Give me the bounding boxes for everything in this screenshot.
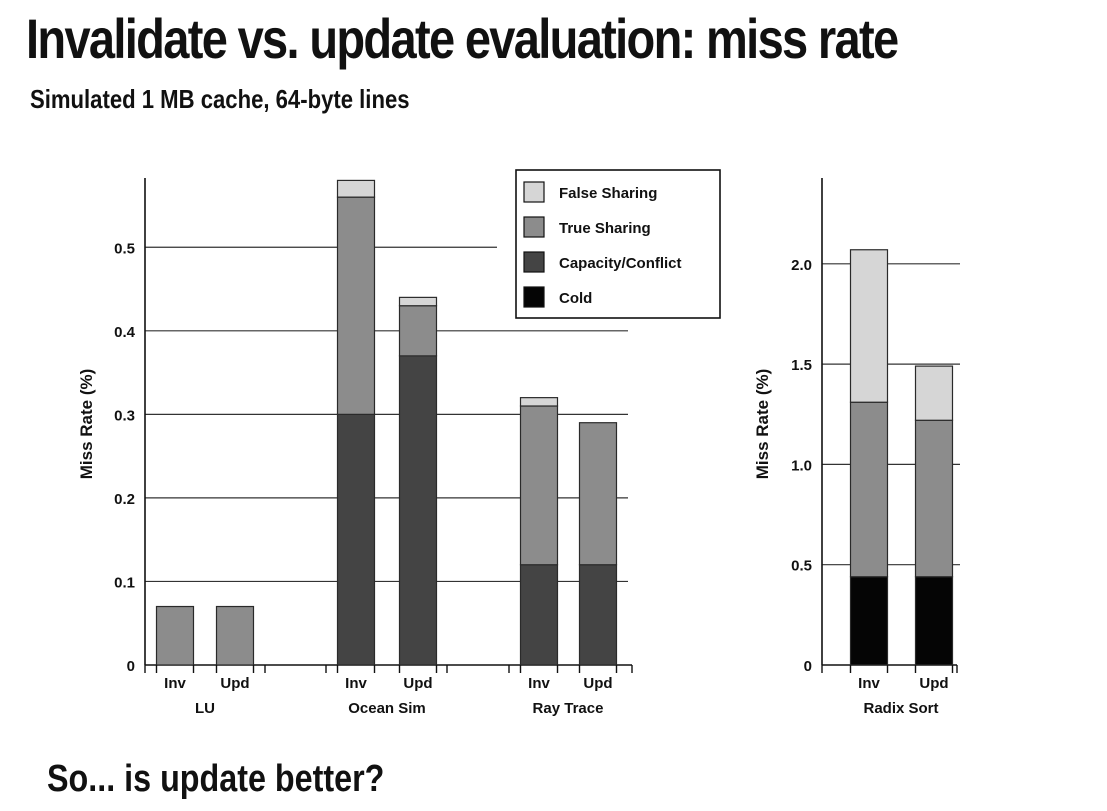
slide-title: Invalidate vs. update evaluation: miss r… — [26, 7, 899, 70]
x-category-label: Upd — [220, 675, 249, 692]
y-tick-label: 0 — [804, 658, 812, 675]
x-category-label: Inv — [528, 675, 550, 692]
bar-segment-true-sharing — [215, 605, 255, 666]
x-group-label: Ray Trace — [533, 700, 604, 717]
y-tick-label: 0.5 — [791, 558, 812, 575]
legend-label: Capacity/Conflict — [559, 255, 682, 272]
y-tick-label: 0 — [127, 658, 135, 675]
y-tick-label: 0.5 — [114, 240, 135, 257]
bar-segment-false-sharing — [914, 365, 954, 421]
x-category-label: Inv — [164, 675, 186, 692]
legend-label: Cold — [559, 290, 592, 307]
x-category-label: Upd — [583, 675, 612, 692]
legend-box — [515, 169, 721, 319]
y-tick-label: 0.4 — [114, 324, 136, 341]
bar-segment-true-sharing — [578, 422, 618, 566]
bar-segment-true-sharing — [519, 405, 559, 566]
bar-segment-true-sharing — [398, 305, 438, 357]
y-axis-label: Miss Rate (%) — [77, 369, 96, 480]
x-category-label: Upd — [919, 675, 948, 692]
legend-swatch — [523, 181, 545, 203]
x-category-label: Inv — [858, 675, 880, 692]
bar-segment-false-sharing — [398, 296, 438, 307]
y-axis-label: Miss Rate (%) — [753, 369, 772, 480]
bar-segment-capacity-conflict — [336, 413, 376, 666]
y-tick-label: 0.2 — [114, 491, 135, 508]
slide-subtitle: Simulated 1 MB cache, 64-byte lines — [30, 84, 410, 114]
bar-segment-true-sharing — [849, 401, 889, 578]
x-category-label: Upd — [403, 675, 432, 692]
legend-swatch — [523, 251, 545, 273]
bar-segment-capacity-conflict — [578, 564, 618, 666]
bar-segment-capacity-conflict — [398, 355, 438, 666]
y-tick-label: 0.1 — [114, 574, 135, 591]
bar-segment-false-sharing — [519, 397, 559, 407]
y-tick-label: 0.3 — [114, 407, 135, 424]
closing-question: So... is update better? — [47, 758, 385, 800]
bar-segment-capacity-conflict — [519, 564, 559, 666]
bar-segment-cold — [849, 576, 889, 666]
bar-segment-false-sharing — [849, 249, 889, 403]
x-group-label: LU — [195, 700, 215, 717]
x-category-label: Inv — [345, 675, 367, 692]
legend-label: False Sharing — [559, 185, 657, 202]
bar-segment-true-sharing — [155, 605, 195, 666]
bar-segment-true-sharing — [914, 419, 954, 578]
bar-segment-true-sharing — [336, 196, 376, 415]
bar-segment-false-sharing — [336, 179, 376, 198]
bar-segment-cold — [914, 576, 954, 666]
x-group-label: Radix Sort — [863, 700, 938, 717]
x-group-label: Ocean Sim — [348, 700, 426, 717]
legend-label: True Sharing — [559, 220, 651, 237]
y-tick-label: 1.0 — [791, 457, 812, 474]
legend-swatch — [523, 216, 545, 238]
y-tick-label: 2.0 — [791, 257, 812, 274]
y-tick-label: 1.5 — [791, 357, 812, 374]
legend-swatch — [523, 286, 545, 308]
